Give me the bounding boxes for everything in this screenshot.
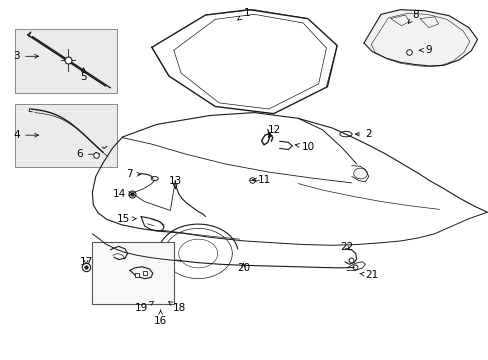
- Text: 5: 5: [80, 68, 87, 82]
- Ellipse shape: [339, 131, 351, 137]
- Text: 8: 8: [407, 10, 418, 23]
- Text: 15: 15: [117, 214, 136, 224]
- Text: 6: 6: [76, 149, 99, 159]
- Text: 21: 21: [359, 270, 378, 280]
- Text: 11: 11: [252, 175, 271, 185]
- Text: 1: 1: [237, 8, 250, 20]
- Text: 22: 22: [340, 242, 353, 252]
- Bar: [15, 30, 117, 93]
- Text: 7: 7: [125, 169, 141, 179]
- Text: 9: 9: [418, 45, 430, 55]
- Text: 20: 20: [237, 263, 249, 273]
- Text: 13: 13: [168, 176, 182, 189]
- Bar: [92, 242, 173, 304]
- Text: 16: 16: [154, 310, 167, 325]
- Ellipse shape: [151, 177, 158, 180]
- Text: 19: 19: [134, 302, 153, 314]
- Text: 4: 4: [14, 130, 39, 140]
- Text: 10: 10: [295, 142, 315, 152]
- Ellipse shape: [353, 168, 366, 179]
- Text: 14: 14: [113, 189, 132, 199]
- Text: 2: 2: [355, 129, 371, 139]
- Text: 18: 18: [168, 302, 185, 314]
- Text: 17: 17: [79, 257, 92, 267]
- Text: 3: 3: [14, 51, 39, 61]
- Bar: [15, 104, 117, 167]
- Polygon shape: [363, 10, 477, 66]
- Text: 12: 12: [267, 125, 281, 138]
